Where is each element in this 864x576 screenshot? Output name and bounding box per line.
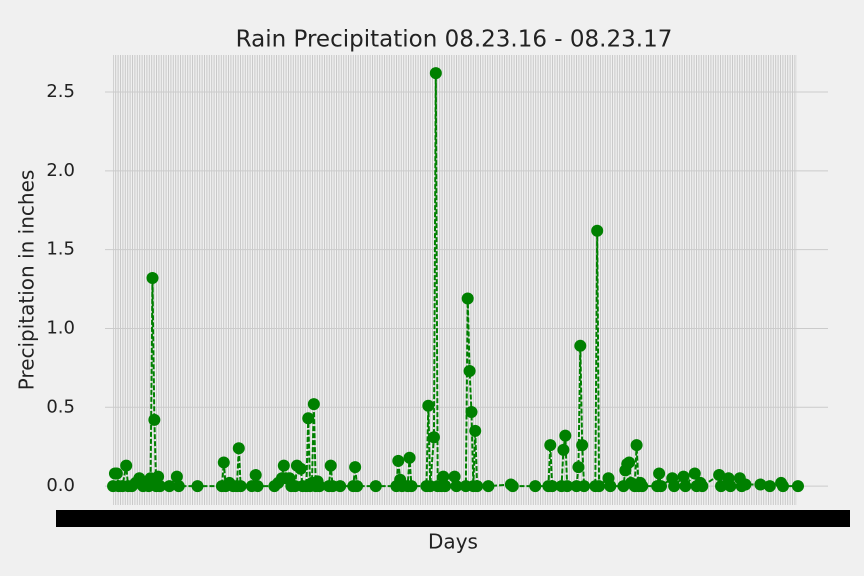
data-point <box>465 406 478 419</box>
data-point <box>696 480 709 493</box>
dense-vertical-grid <box>113 55 797 505</box>
data-point <box>351 480 364 493</box>
data-point <box>544 439 557 452</box>
data-point <box>172 480 185 493</box>
data-point <box>604 480 617 493</box>
data-point <box>688 467 701 480</box>
y-tick-label: 0.5 <box>46 396 75 417</box>
data-point <box>461 292 474 305</box>
data-point <box>392 454 405 467</box>
data-point <box>591 224 604 237</box>
data-point <box>754 478 767 491</box>
y-tick-label: 1.5 <box>46 239 75 260</box>
data-point <box>249 469 262 482</box>
data-point <box>146 272 159 285</box>
data-point <box>294 462 307 475</box>
data-point <box>403 451 416 464</box>
data-point <box>232 442 245 455</box>
data-point <box>677 470 690 483</box>
overlapping-x-tick-labels <box>56 510 850 527</box>
data-point <box>636 480 649 493</box>
data-point <box>557 443 570 456</box>
data-point <box>724 480 737 493</box>
data-point <box>405 480 418 493</box>
chart-title: Rain Precipitation 08.23.16 - 08.23.17 <box>236 27 673 53</box>
data-point <box>715 480 728 493</box>
data-point <box>679 480 692 493</box>
data-point <box>668 480 681 493</box>
data-point <box>593 480 606 493</box>
data-point <box>313 480 326 493</box>
data-point <box>437 470 450 483</box>
data-point <box>163 480 176 493</box>
data-point <box>153 480 166 493</box>
data-point <box>448 470 461 483</box>
data-point <box>191 480 204 493</box>
data-point <box>334 480 347 493</box>
data-point <box>170 470 183 483</box>
data-point <box>482 480 495 493</box>
data-point <box>450 480 463 493</box>
y-tick-label: 2.5 <box>46 81 75 102</box>
data-point <box>471 480 484 493</box>
y-tick-label: 1.0 <box>46 317 75 338</box>
data-point <box>429 67 442 80</box>
data-point <box>217 456 230 469</box>
data-point <box>251 480 264 493</box>
data-point <box>776 480 789 493</box>
y-axis-label: Precipitation in inches <box>15 170 39 391</box>
data-point <box>574 339 587 352</box>
data-point <box>713 469 726 482</box>
data-point <box>578 480 591 493</box>
data-point <box>302 412 315 425</box>
data-point <box>763 480 776 493</box>
y-tick-label: 0.0 <box>46 475 75 496</box>
data-point <box>654 480 667 493</box>
x-axis-label: Days <box>428 530 478 554</box>
data-point <box>307 398 320 411</box>
data-point <box>110 467 123 480</box>
data-point <box>439 480 452 493</box>
data-point <box>630 439 643 452</box>
data-point <box>559 429 572 442</box>
data-point <box>349 461 362 474</box>
data-point <box>427 431 440 444</box>
data-point <box>120 459 133 472</box>
data-point <box>623 456 636 469</box>
data-point <box>148 413 161 426</box>
data-point <box>469 424 482 437</box>
data-point <box>369 480 382 493</box>
data-point <box>576 439 589 452</box>
data-point <box>422 399 435 412</box>
data-point <box>463 365 476 378</box>
data-point <box>561 480 574 493</box>
data-point <box>277 459 290 472</box>
data-point <box>546 480 559 493</box>
data-point <box>529 480 542 493</box>
y-tick-label: 2.0 <box>46 160 75 181</box>
data-point <box>572 461 585 474</box>
data-point <box>152 470 165 483</box>
data-point <box>506 480 519 493</box>
data-point <box>791 480 804 493</box>
data-point <box>653 467 666 480</box>
data-point <box>739 478 752 491</box>
data-point <box>234 480 247 493</box>
data-point <box>324 459 337 472</box>
